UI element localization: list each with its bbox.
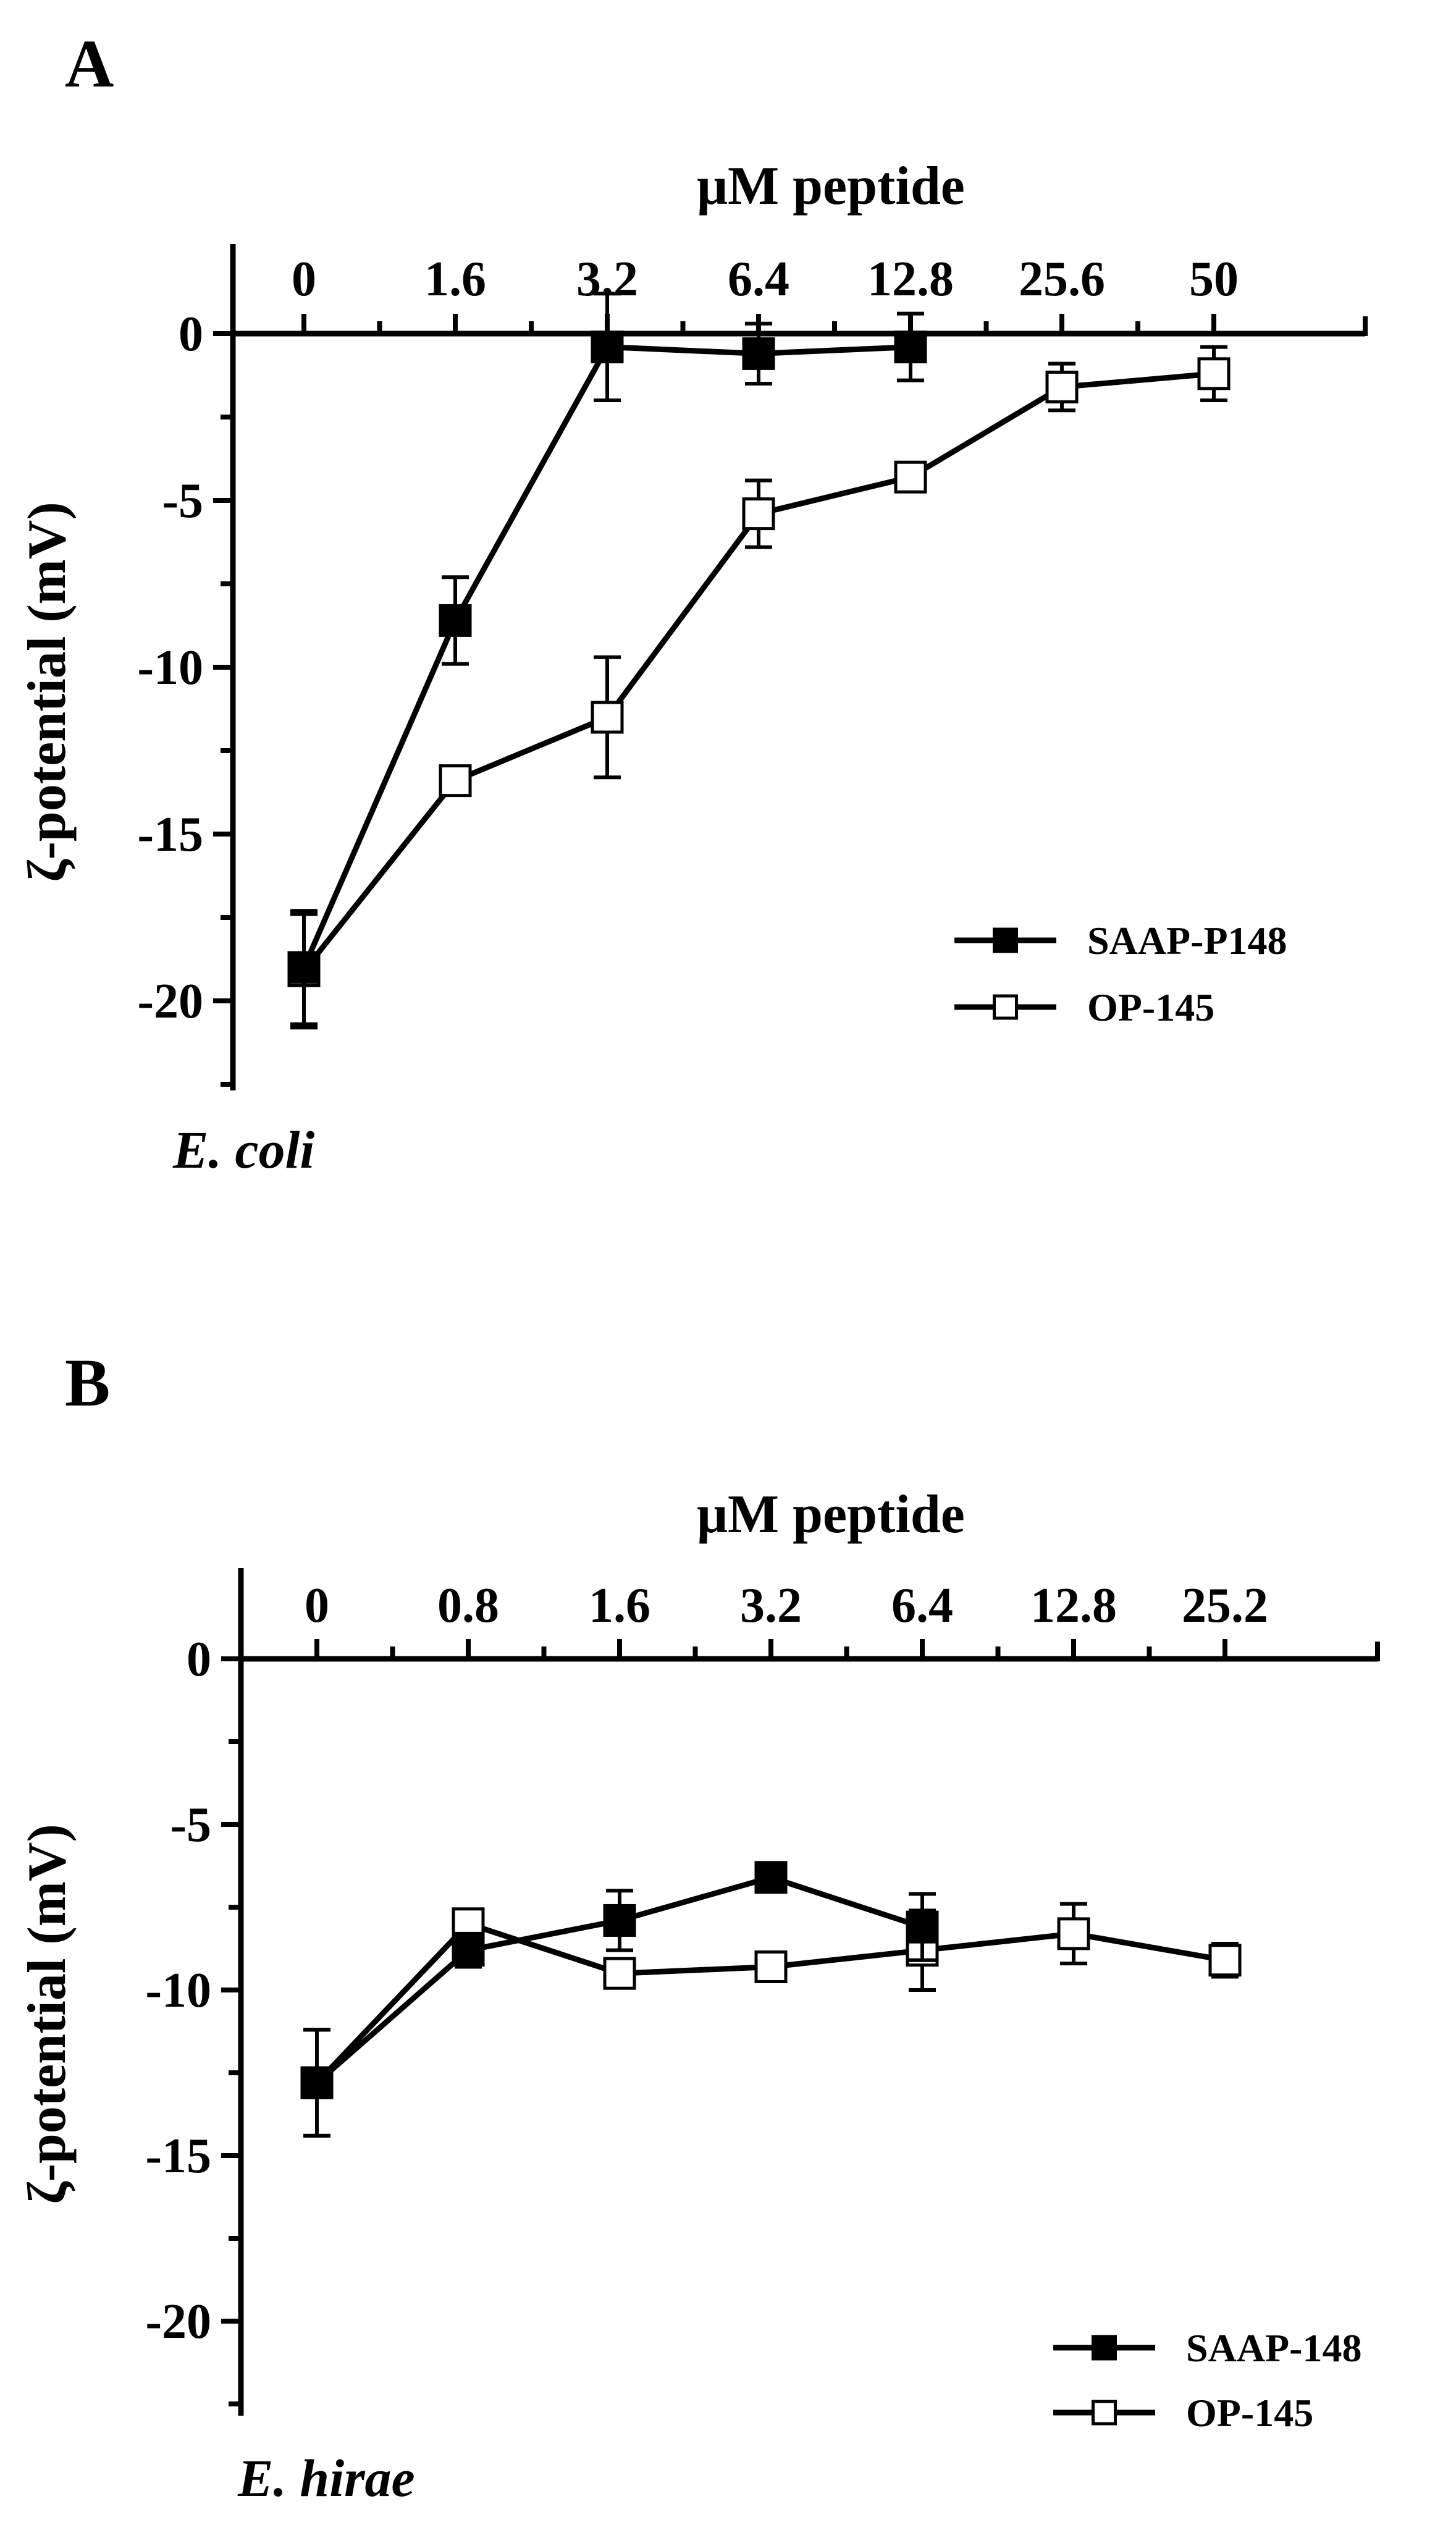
legend-marker [993,994,1018,1020]
organism-label: E. hirae [237,2448,415,2508]
legend-entry: OP-145 [954,985,1214,1029]
y-tick-label: -15 [137,807,203,862]
x-tick-label: 6.4 [728,252,789,306]
x-tick-label: 50 [1189,252,1239,306]
data-point [1045,370,1079,403]
data-point [1197,357,1231,390]
data-point [894,331,927,364]
y-tick-label: -5 [170,1798,211,1852]
series-open [287,345,1231,1030]
legend-label: OP-145 [1186,2391,1313,2435]
data-point [754,1950,788,1983]
y-axis-title: ζ-potential (mV) [17,1824,77,2204]
data-point [300,2066,334,2099]
y-tick-label: -10 [145,1963,211,2018]
x-tick-label: 25.6 [1019,252,1105,306]
y-tick-label: -10 [137,641,203,695]
panel-label: B [65,1345,110,1420]
data-point [591,701,624,734]
y-tick-label: 0 [179,307,203,361]
legend-label: SAAP-P148 [1087,919,1287,963]
data-point [439,604,472,637]
x-tick-label: 3.2 [740,1579,802,1633]
data-point [1057,1917,1090,1950]
y-axis-title: ζ-potential (mV) [17,502,77,882]
legend-marker [993,927,1018,953]
y-tick-label: -20 [145,2295,211,2349]
x-tick-label: 6.4 [891,1579,953,1633]
data-point [287,951,321,984]
x-axis-title: μM peptide [697,156,965,216]
y-tick-label: -20 [137,974,203,1029]
x-tick-label: 1.6 [424,252,486,306]
panel-label: A [65,26,114,101]
data-point [894,460,927,494]
legend-entry: SAAP-P148 [954,919,1287,963]
data-point [591,331,624,364]
series-filled [287,292,927,1026]
x-tick-label: 1.6 [589,1579,650,1633]
data-point [1208,1944,1242,1977]
y-tick-label: -15 [145,2129,211,2183]
organism-label: E. coli [172,1120,314,1179]
y-tick-label: -5 [162,474,203,528]
x-tick-label: 25.2 [1182,1579,1268,1633]
data-point [754,1861,788,1894]
data-point [439,764,472,798]
data-point [906,1910,939,1944]
series-filled [300,1861,939,2138]
legend-entry: OP-145 [1053,2391,1313,2435]
x-tick-label: 0 [292,252,316,306]
x-tick-label: 12.8 [1030,1579,1117,1633]
y-tick-label: 0 [187,1632,211,1687]
legend-label: OP-145 [1087,985,1214,1029]
x-tick-label: 0 [305,1579,329,1633]
x-tick-label: 12.8 [867,252,954,306]
data-point [452,1934,485,1967]
legend-marker [1092,2335,1117,2361]
legend-entry: SAAP-148 [1053,2326,1361,2370]
data-point [603,1957,636,1990]
panel-b: B 0 -5 -10 -15 -20 0 0.8 1.6 3.2 6.4 12.8 25.2 μM pep… [17,1345,1380,2508]
data-point [603,1904,636,1937]
x-tick-label: 0.8 [437,1579,499,1633]
data-point [742,497,775,531]
data-point [742,337,775,370]
x-axis-title: μM peptide [697,1485,965,1545]
legend-label: SAAP-148 [1186,2326,1361,2370]
legend-marker [1092,2400,1117,2426]
